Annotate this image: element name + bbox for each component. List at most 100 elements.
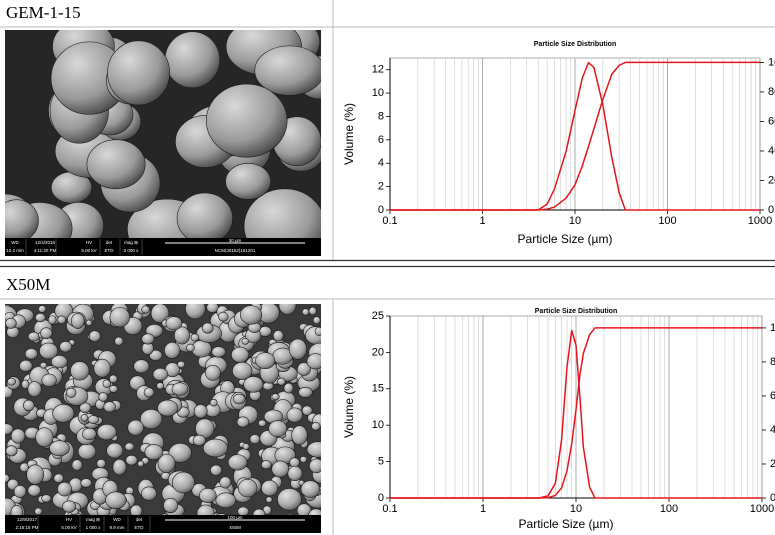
particle [39,362,48,369]
particle [288,338,307,360]
particle [93,358,111,378]
sem-info-text: det [106,240,113,245]
particle [62,500,77,513]
x-tick-label: 10 [569,215,581,227]
particle [127,419,144,436]
particle [177,360,186,369]
particle [35,313,46,323]
x-tick-label: 10 [570,503,582,515]
sem-info-text: 9.9 mm [109,525,124,530]
y2-tick-label: 60 [768,115,775,127]
y-axis-label: Volume (%) [342,376,356,438]
particle [10,428,26,444]
sem-info-text: WD [113,517,121,522]
particle [271,460,290,478]
y2-tick-label: 20 [770,458,775,470]
particle [252,508,266,515]
y-tick-label: 8 [378,110,384,122]
particle [141,333,155,345]
particle [85,319,93,326]
sem-info-text: 12/9/2017 [17,517,38,522]
sem-info-text: 4:11:20 PM [34,248,57,253]
sample-name: X50M [6,275,50,294]
particle [227,454,248,471]
particle [163,497,179,514]
particle [171,382,189,396]
particle [308,508,321,515]
y2-tick-label: 100 [770,322,775,334]
sem-info-text: 3 000 x [124,248,140,253]
particle [57,315,67,325]
particle [301,405,313,416]
particle [165,316,183,331]
particle [125,454,138,466]
particle [5,445,18,457]
particle [219,476,232,489]
particle [300,480,321,498]
particle [157,399,179,417]
sem-info-text: HV [66,517,72,522]
x-tick-label: 100 [658,215,676,227]
particle [277,377,286,386]
particle [5,474,10,483]
particle [185,304,206,320]
particle [80,414,89,422]
particle [308,306,317,316]
particle [306,441,321,458]
particle [258,419,267,427]
particle [242,443,250,450]
particle [149,349,163,361]
particle [47,315,57,325]
particle [209,398,218,407]
particle [237,506,250,515]
x-tick-label: 0.1 [382,215,397,227]
particle [164,342,181,359]
particle [193,404,208,419]
series-line [390,329,762,499]
x-tick-label: 1 [479,215,485,227]
x-tick-label: 0.1 [382,503,397,515]
particle [202,438,229,458]
particle [96,459,106,469]
y-tick-label: 10 [372,87,384,99]
particle [5,199,39,238]
y-tick-label: 0 [378,492,384,504]
particle [81,427,97,441]
particle [66,387,77,398]
y-tick-label: 4 [378,157,384,169]
particle [13,484,27,498]
particle [204,364,221,381]
sem-info-text: 10.2 mm [6,248,24,253]
particle [53,473,64,484]
y2-tick-label: 0 [768,204,774,216]
particle [88,330,101,343]
y-axis-label: Volume (%) [342,103,356,165]
particle [211,346,226,358]
particle [5,423,14,435]
particle [201,322,214,334]
particle [133,359,150,374]
particle [255,352,276,370]
sem-caption: X50M [229,525,241,530]
particle [176,192,233,238]
particle [26,464,45,485]
particle [109,374,118,384]
particle [192,434,206,446]
particle [27,331,40,342]
particle [71,313,85,329]
particle [286,513,294,515]
particle [157,453,176,473]
particle [283,382,294,394]
chart: 0.111010010000510152025020406080100Parti… [342,308,775,531]
y-tick-label: 6 [378,134,384,146]
particle [286,407,303,423]
chart-title: Particle Size Distribution [535,308,617,315]
particle [150,304,170,323]
particle [215,492,237,509]
particles [5,304,321,515]
particle [190,333,200,342]
particle [271,393,280,401]
